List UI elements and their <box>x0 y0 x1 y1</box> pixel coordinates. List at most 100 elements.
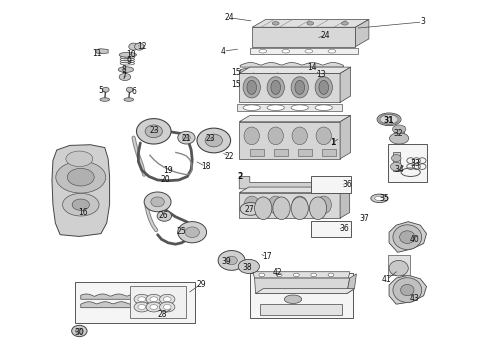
Polygon shape <box>81 302 137 308</box>
Ellipse shape <box>160 294 175 304</box>
Ellipse shape <box>178 131 195 144</box>
Ellipse shape <box>138 297 146 302</box>
Text: 41: 41 <box>382 275 392 284</box>
Polygon shape <box>340 116 351 159</box>
Ellipse shape <box>401 284 414 296</box>
Bar <box>388 144 427 182</box>
Ellipse shape <box>393 225 422 249</box>
Bar <box>74 282 195 323</box>
Text: 18: 18 <box>201 162 210 171</box>
Text: 15: 15 <box>232 80 241 89</box>
Bar <box>250 48 358 54</box>
Bar <box>315 201 321 209</box>
Bar <box>274 149 288 156</box>
Text: 14: 14 <box>307 63 317 72</box>
Ellipse shape <box>389 260 408 276</box>
Text: 2: 2 <box>238 172 243 181</box>
Ellipse shape <box>137 118 171 144</box>
Text: 38: 38 <box>243 263 252 272</box>
Ellipse shape <box>316 196 331 214</box>
Ellipse shape <box>226 256 237 265</box>
Polygon shape <box>347 274 356 294</box>
Ellipse shape <box>292 196 307 214</box>
Ellipse shape <box>157 211 171 221</box>
Text: 6: 6 <box>131 87 136 96</box>
Bar <box>250 149 264 156</box>
Text: 43: 43 <box>409 294 419 303</box>
Ellipse shape <box>282 49 290 53</box>
Ellipse shape <box>238 259 259 274</box>
Text: 11: 11 <box>92 49 102 58</box>
Ellipse shape <box>315 105 332 111</box>
Text: 5: 5 <box>98 86 103 95</box>
Ellipse shape <box>72 199 89 210</box>
Polygon shape <box>256 289 354 294</box>
Polygon shape <box>96 49 108 54</box>
Text: 33: 33 <box>411 158 420 167</box>
Ellipse shape <box>183 135 190 140</box>
Text: 23: 23 <box>150 126 160 135</box>
Ellipse shape <box>316 127 331 145</box>
Polygon shape <box>255 278 350 294</box>
Ellipse shape <box>67 168 94 186</box>
Text: 9: 9 <box>126 57 131 66</box>
Text: 16: 16 <box>78 208 88 217</box>
Text: 36: 36 <box>339 224 349 233</box>
Ellipse shape <box>342 22 348 25</box>
Bar <box>393 152 400 171</box>
Polygon shape <box>52 145 110 237</box>
Text: 12: 12 <box>137 42 147 51</box>
Ellipse shape <box>271 80 281 94</box>
Ellipse shape <box>328 49 336 53</box>
Text: 27: 27 <box>245 206 255 215</box>
Text: 36: 36 <box>342 180 352 189</box>
Ellipse shape <box>255 197 272 220</box>
Ellipse shape <box>268 127 283 145</box>
Text: 28: 28 <box>158 310 167 319</box>
Ellipse shape <box>138 305 146 310</box>
Ellipse shape <box>119 52 137 57</box>
Ellipse shape <box>393 278 422 302</box>
Ellipse shape <box>392 125 406 134</box>
Ellipse shape <box>163 297 171 302</box>
Text: 13: 13 <box>316 70 326 79</box>
Ellipse shape <box>284 295 302 303</box>
Ellipse shape <box>244 196 259 214</box>
Ellipse shape <box>150 297 158 302</box>
Ellipse shape <box>272 22 279 25</box>
Polygon shape <box>253 272 350 278</box>
Ellipse shape <box>63 193 99 216</box>
Bar <box>388 255 410 275</box>
Ellipse shape <box>134 302 149 312</box>
Ellipse shape <box>240 203 261 215</box>
Ellipse shape <box>400 231 415 243</box>
Ellipse shape <box>244 127 259 145</box>
Polygon shape <box>240 68 343 74</box>
Ellipse shape <box>267 77 284 98</box>
Ellipse shape <box>56 161 106 193</box>
Text: 7: 7 <box>122 72 126 81</box>
Polygon shape <box>239 122 340 159</box>
Ellipse shape <box>151 197 164 207</box>
Ellipse shape <box>150 305 158 310</box>
Ellipse shape <box>259 49 267 53</box>
Text: 34: 34 <box>395 165 405 174</box>
Ellipse shape <box>295 80 305 94</box>
Polygon shape <box>389 275 426 304</box>
Ellipse shape <box>100 98 110 101</box>
Ellipse shape <box>185 227 199 238</box>
Polygon shape <box>355 19 369 47</box>
Polygon shape <box>239 73 340 102</box>
Ellipse shape <box>243 77 260 98</box>
Ellipse shape <box>311 273 317 277</box>
Text: 32: 32 <box>394 129 403 138</box>
Polygon shape <box>239 116 351 122</box>
Bar <box>279 201 284 209</box>
Polygon shape <box>389 222 426 252</box>
Text: 31: 31 <box>384 116 394 125</box>
Text: 1: 1 <box>330 139 335 148</box>
Ellipse shape <box>205 134 222 147</box>
Text: 29: 29 <box>196 280 206 289</box>
Ellipse shape <box>119 73 131 81</box>
Ellipse shape <box>328 273 334 277</box>
